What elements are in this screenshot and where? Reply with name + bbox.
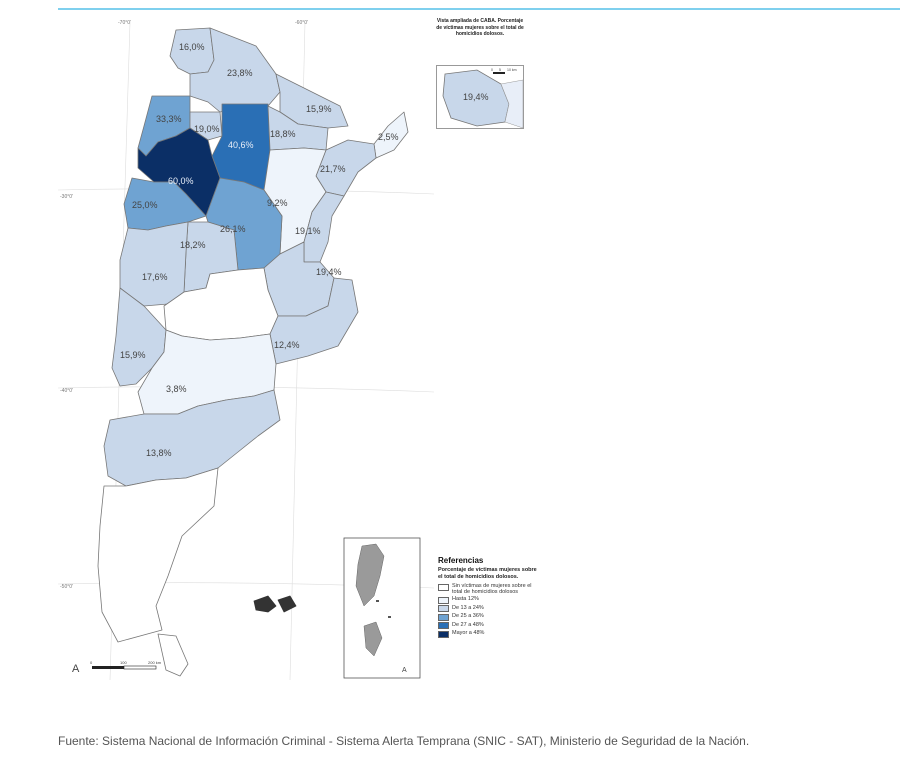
legend-swatch [438,630,449,638]
inset-north-arrow-icon: A [402,667,407,674]
province-mendoza [119,221,189,307]
label-salta: 23,8% [227,68,253,78]
legend-title: Referencias [438,556,484,565]
label-larioja: 60,0% [168,176,194,186]
legend-item-13-24: De 13 a 24% [438,604,538,612]
scale-label-100: 100 [120,660,127,665]
caba-inset: Vista ampliada de CABA. Porcentaje de ví… [436,18,524,130]
inset-locator-map: A [343,537,421,679]
north-arrow-icon: A [72,663,80,675]
label-catamarca: 33,3% [156,114,182,124]
lat-label-30: -30°0' [60,194,73,200]
label-formosa: 15,9% [306,104,332,114]
top-rule [58,8,900,10]
legend-subtitle: Porcentaje de víctimas mujeres sobre el … [438,567,537,580]
province-chubut [103,389,281,487]
label-misiones: 2,5% [378,132,399,142]
legend: Referencias Porcentaje de víctimas mujer… [438,556,538,639]
legend-item-25-36: De 25 a 36% [438,613,538,621]
province-neuquen [111,287,167,387]
province-tierradelfuego [157,633,189,677]
label-chubut: 13,8% [146,448,172,458]
legend-item-label: De 13 a 24% [452,604,484,611]
caba-scale-5: 5 [499,68,501,72]
argentina-map: -30°0' -40°0' -50°0' -70°0' -60°0' [58,16,434,686]
label-sanluis: 18,2% [180,240,206,250]
legend-item-hasta-12: Hasta 12% [438,596,538,604]
label-mendoza: 17,6% [142,272,168,282]
label-santafe: 9,2% [267,198,288,208]
label-corrientes: 21,7% [320,164,346,174]
legend-item-label: Hasta 12% [452,596,479,602]
legend-swatch [438,583,449,591]
label-santiago: 40,6% [228,140,254,150]
caba-map: 19,4% 0 5 10 km [436,65,524,129]
legend-swatch [438,596,449,604]
caba-scale-10: 10 km [507,68,517,72]
lat-label-40: -40°0' [60,388,73,394]
caba-title: Vista ampliada de CABA. Porcentaje de ví… [436,18,524,37]
label-tucuman: 19,0% [194,124,220,134]
source-footer: Fuente: Sistema Nacional de Información … [58,734,750,748]
scale-label-200: 200 km [148,660,162,665]
province-labels: 16,0% 23,8% 15,9% 2,5% 33,3% 19,0% 40,6%… [120,42,399,458]
legend-swatch [438,605,449,612]
scale-bar: 0 100 200 km [90,660,162,670]
label-sanjuan: 25,0% [132,200,158,210]
label-bsas-south: 12,4% [274,340,300,350]
legend-item-label: De 25 a 36% [452,613,484,619]
caba-value: 19,4% [463,92,489,102]
legend-swatch [438,613,449,621]
label-jujuy: 16,0% [179,42,205,52]
caba-scale-0: 0 [491,68,493,72]
map-svg: -30°0' -40°0' -50°0' -70°0' -60°0' [58,20,434,681]
legend-item-label: De 27 a 48% [452,621,484,628]
lon-label-70: -70°0' [118,20,131,26]
legend-item-none: Sin víctimas de mujeres sobre el total d… [438,583,538,595]
legend-items: Sin víctimas de mujeres sobre el total d… [438,583,538,638]
lat-label-50: -50°0' [60,584,73,590]
scale-label-0: 0 [90,660,93,665]
legend-item-label: Mayor a 48% [452,630,485,636]
label-neuquen: 15,9% [120,350,146,360]
lon-label-60: -60°0' [295,20,308,26]
legend-item-27-48: De 27 a 48% [438,621,538,629]
label-buenosaires: 19,4% [316,267,342,277]
label-chaco: 18,8% [270,129,296,139]
legend-swatch [438,622,449,629]
province-santacruz [97,467,219,643]
malvinas [253,595,297,613]
legend-item-label: Sin víctimas de mujeres sobre el total d… [452,583,532,595]
legend-item-mayor-48: Mayor a 48% [438,630,538,638]
label-rionegro: 3,8% [166,384,187,394]
label-entrerios: 19,1% [295,226,321,236]
label-cordoba: 26,1% [220,224,246,234]
caba-map-svg: 19,4% 0 5 10 km [437,66,524,129]
